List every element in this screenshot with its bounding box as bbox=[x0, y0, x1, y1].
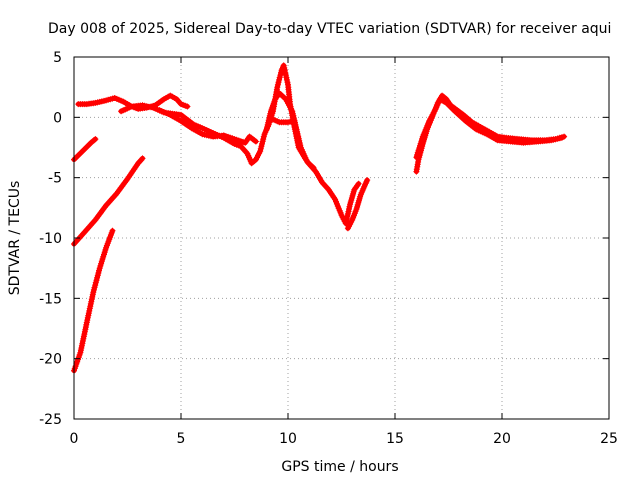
x-tick-label: 0 bbox=[70, 431, 79, 447]
y-tick-label: -5 bbox=[48, 171, 62, 187]
y-tick-label: -10 bbox=[39, 231, 62, 247]
x-tick-label: 15 bbox=[386, 431, 404, 447]
x-axis-title: GPS time / hours bbox=[281, 459, 398, 475]
axis-ticks bbox=[73, 56, 610, 420]
data-track bbox=[71, 136, 98, 163]
x-tick-label: 5 bbox=[177, 431, 186, 447]
data-markers bbox=[413, 96, 565, 161]
data-points bbox=[71, 62, 568, 374]
y-tick-label: -15 bbox=[39, 291, 62, 307]
data-markers bbox=[156, 107, 259, 146]
y-tick-label: -25 bbox=[39, 412, 62, 428]
chart-title: Day 008 of 2025, Sidereal Day-to-day VTE… bbox=[48, 21, 611, 37]
data-markers bbox=[344, 177, 371, 232]
y-tick-label: 0 bbox=[53, 110, 62, 126]
x-tick-label: 25 bbox=[600, 431, 618, 447]
y-axis-title: SDTVAR / TECUs bbox=[7, 181, 23, 296]
data-markers bbox=[267, 115, 298, 126]
y-tick-label: 5 bbox=[53, 50, 62, 66]
x-tick-label: 10 bbox=[279, 431, 297, 447]
y-tick-label: -20 bbox=[39, 352, 62, 368]
x-tick-label: 20 bbox=[493, 431, 511, 447]
tick-labels: 0 5 10 15 20 25 -25 -20 -15 -10 -5 0 5 bbox=[39, 50, 618, 447]
